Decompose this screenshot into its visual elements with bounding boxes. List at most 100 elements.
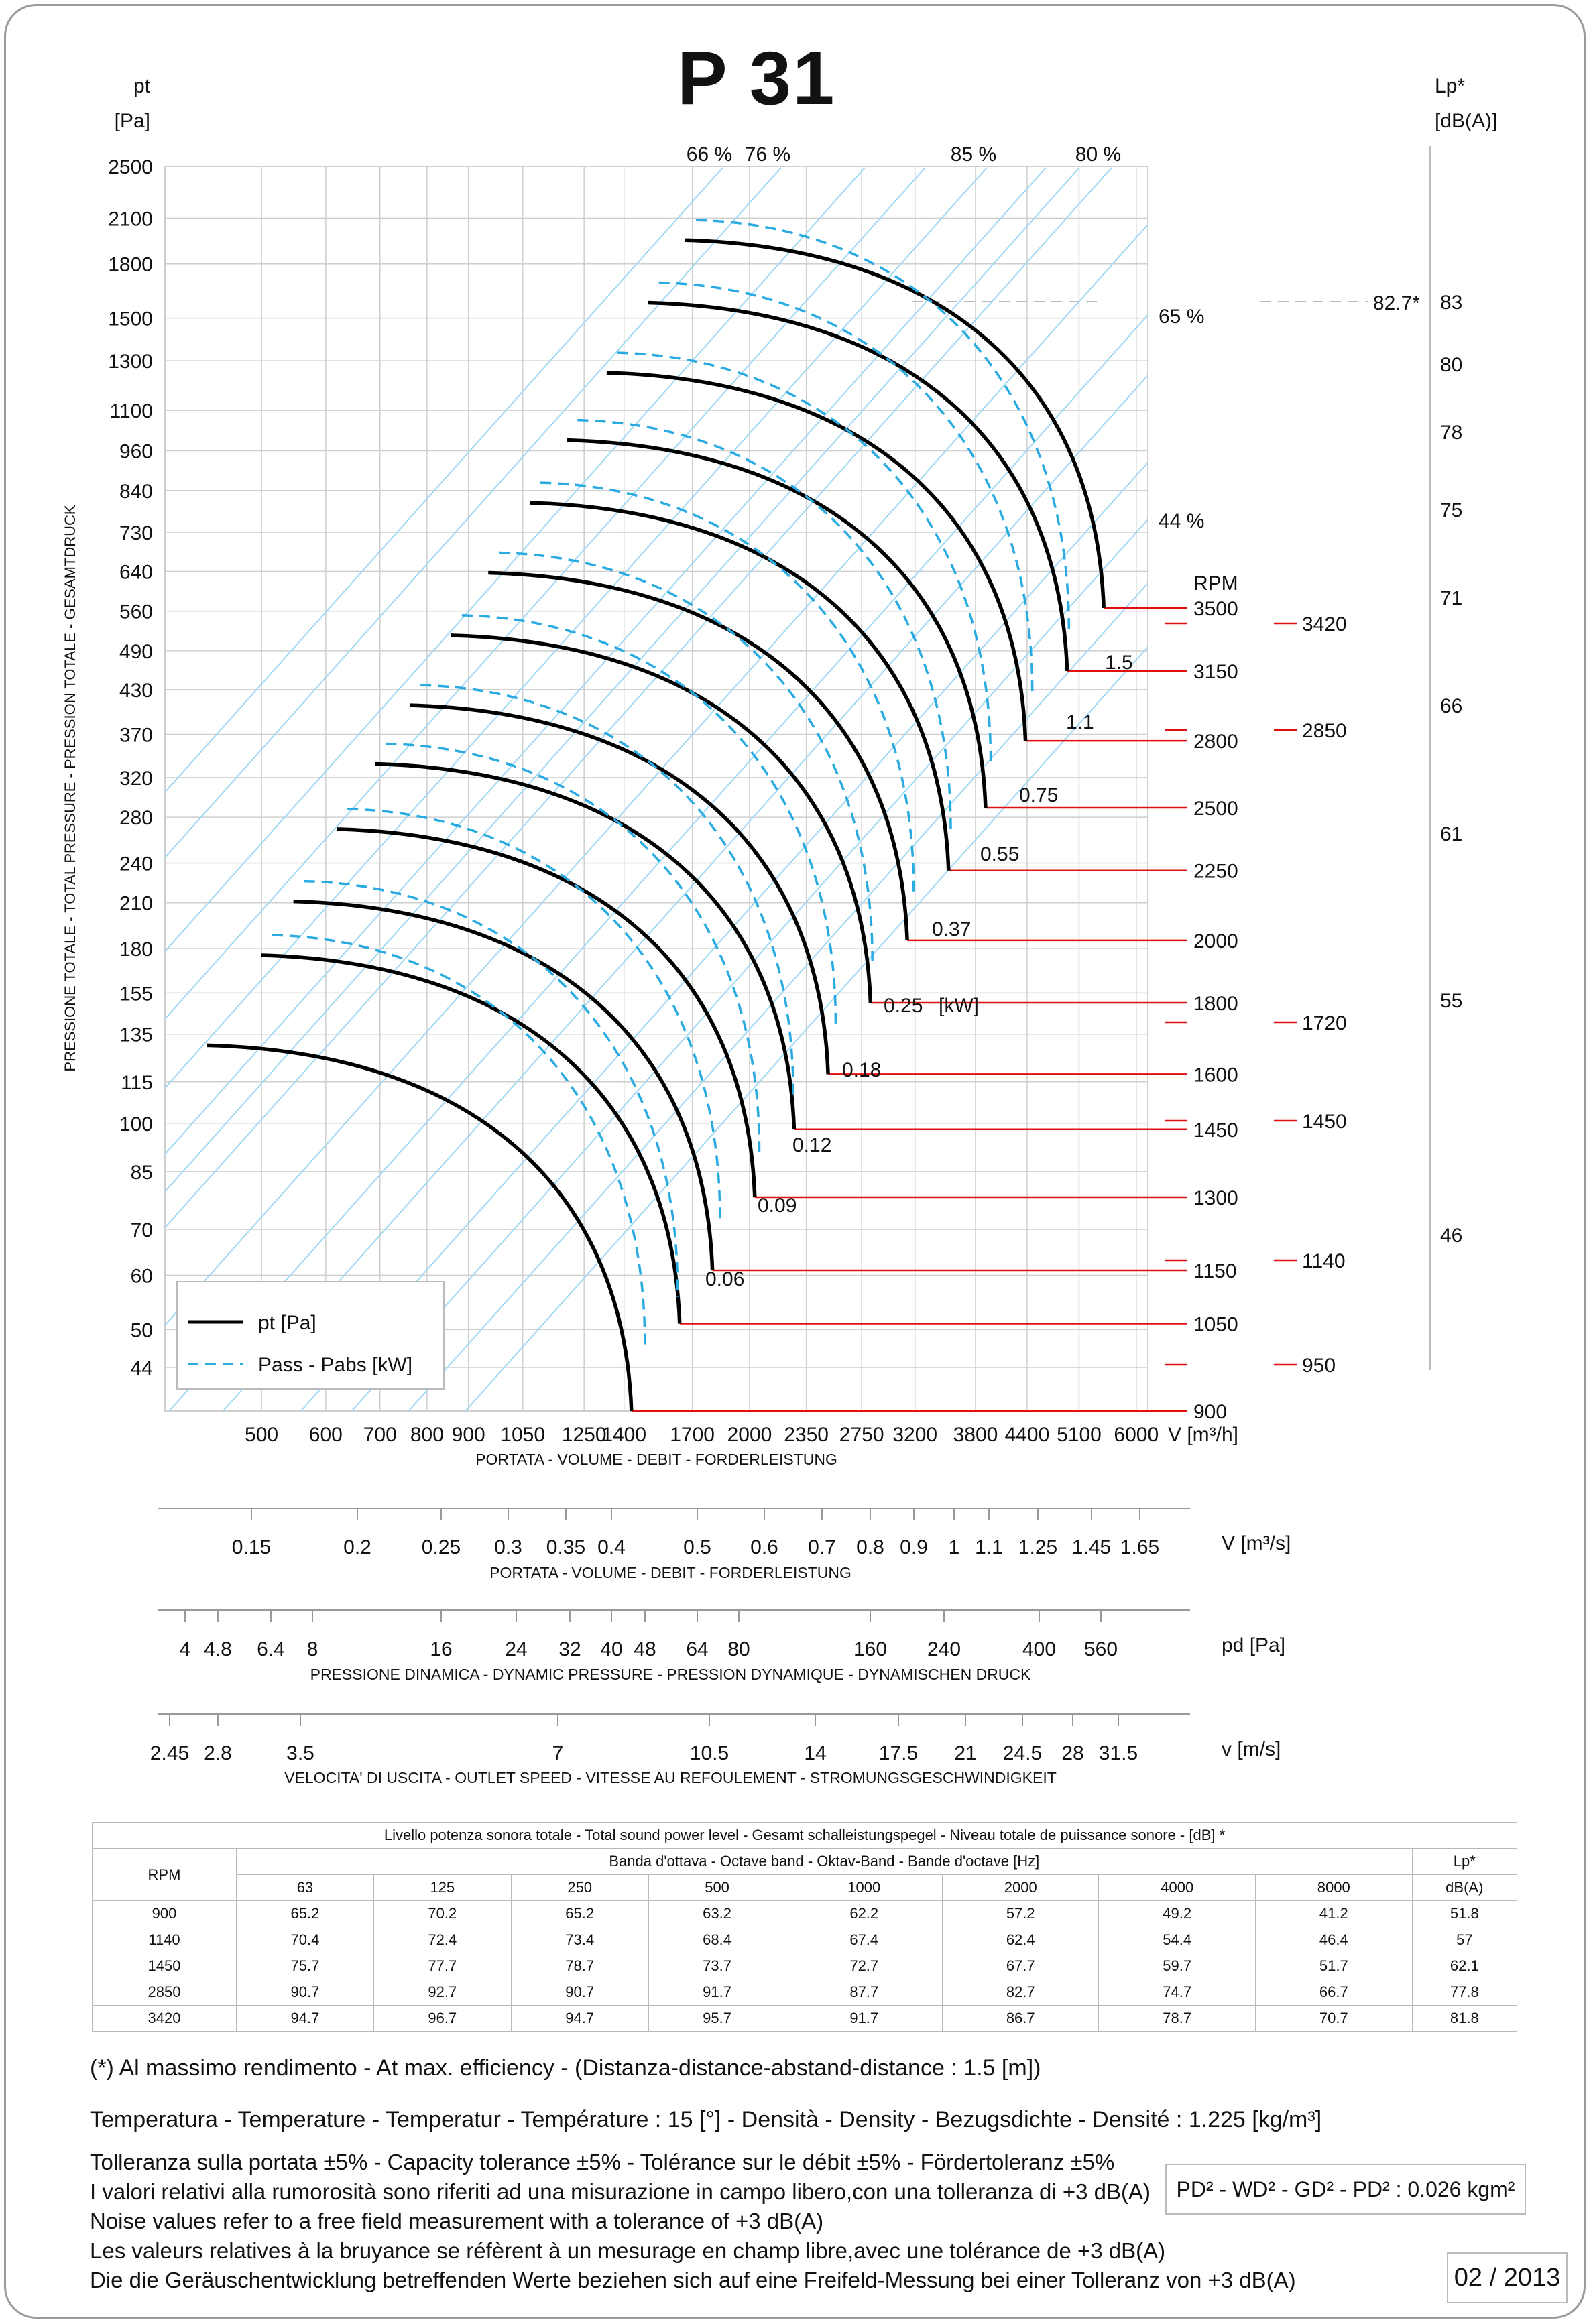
lp-unit-2: [dB(A)]	[1435, 110, 1497, 132]
row-value: 90.7	[236, 1979, 374, 2006]
efficiency-line	[164, 167, 723, 793]
scale-tick-label: 0.25	[422, 1536, 461, 1558]
scale-tick-label: 2.45	[150, 1742, 189, 1764]
efficiency-label: 76 %	[745, 143, 790, 166]
scale-tick-label: 0.35	[546, 1536, 585, 1558]
row-value: 46.4	[1254, 1927, 1413, 1953]
sound-power-table: Livello potenza sonora totale - Total so…	[92, 1822, 1518, 2032]
power-curve	[617, 351, 992, 768]
power-curve	[347, 808, 721, 1225]
fan-curves	[207, 219, 1106, 1412]
system-line	[164, 167, 926, 1020]
y-tick-label: 115	[121, 1072, 153, 1094]
pt-curve	[648, 300, 1069, 671]
y-tick-label: 370	[119, 724, 153, 746]
rpm-header: RPM	[92, 1848, 237, 1901]
scale-tick-label: 8	[307, 1638, 318, 1660]
system-line	[408, 583, 1148, 1412]
scale-tick-label: 24	[505, 1638, 527, 1660]
temperature-note: Temperatura - Temperature - Temperatur -…	[90, 2107, 1322, 2132]
efficiency-line	[164, 167, 988, 1089]
pt-curve	[529, 501, 951, 871]
x-unit: V [m³/h]	[1168, 1424, 1238, 1446]
efficiency-label: 44 %	[1159, 510, 1204, 532]
rpm-label: 2800	[1193, 731, 1238, 753]
row-rpm: 2850	[92, 1979, 237, 2006]
y-tick-label: 135	[119, 1024, 153, 1046]
scale-tick-label: 2.8	[204, 1742, 232, 1764]
noise-note-de: Die die Geräuschentwicklung betreffenden…	[90, 2268, 1296, 2292]
y-tick-label: 85	[131, 1162, 153, 1184]
efficiency-label: 65 %	[1159, 306, 1204, 328]
scale-tick-label: 0.4	[597, 1536, 626, 1558]
row-value: 59.7	[1098, 1953, 1256, 1979]
page-frame	[4, 4, 1586, 2319]
secondary-scales: 0.15 0.2 0.25 0.3 0.35 0.4 0.5 0.6 0.7 0.8 0.9 1 1.1…	[150, 1508, 1291, 1786]
scale-tick-label: 0.15	[232, 1536, 271, 1558]
row-rpm: 1140	[92, 1927, 237, 1953]
chart-title: P 31	[677, 36, 836, 120]
power-curve	[461, 614, 837, 1030]
rpm-extra-label: 1450	[1302, 1111, 1347, 1133]
x-tick-label: 3800	[953, 1424, 998, 1446]
lp-tick-label: 71	[1440, 587, 1462, 609]
pt-curve	[451, 633, 873, 1003]
power-label: 1.5	[1105, 652, 1133, 674]
scale-tick-label: 64	[686, 1638, 708, 1660]
row-value: 96.7	[373, 2005, 512, 2032]
scale-tick-label: 0.9	[900, 1536, 928, 1558]
row-value: 65.2	[510, 1900, 649, 1927]
x-tick-label: 800	[410, 1424, 444, 1446]
pt-curve	[606, 371, 1028, 741]
y-unit-2: [Pa]	[115, 110, 150, 132]
x-tick-label: 900	[452, 1424, 485, 1446]
band-header-row: 63 125 250 500 1000 2000 4000 8000 dB(A)	[93, 1874, 1518, 1901]
inertia-box: PD² - WD² - GD² - PD² : 0.026 kgm²	[1165, 2164, 1526, 2215]
table-row: 900 65.2 70.2 65.2 63.2 62.2 57.2 49.2 41.2 51.8	[92, 1900, 1518, 1927]
y-tick-label: 70	[131, 1219, 153, 1241]
row-value: 49.2	[1098, 1900, 1256, 1927]
rpm-extra-label: 1720	[1302, 1012, 1347, 1034]
rpm-extra-label: 3420	[1302, 613, 1347, 635]
x-tick-label: 1700	[670, 1424, 715, 1446]
band-header: 2000	[941, 1874, 1100, 1901]
scale-tick-label: 0.6	[750, 1536, 778, 1558]
row-value: 78.7	[510, 1953, 649, 1979]
y-tick-label: 100	[119, 1113, 153, 1136]
scale-tick-label: 1.25	[1018, 1536, 1057, 1558]
rpm-label: 1300	[1193, 1187, 1238, 1209]
system-line	[164, 167, 1080, 1192]
scale-tick-label: 80	[727, 1638, 750, 1660]
rpm-lines	[631, 607, 1297, 1412]
y-tick-label: 155	[119, 983, 153, 1005]
y-tick-label: 1800	[108, 254, 153, 276]
lp-header: Lp*	[1411, 1848, 1518, 1875]
power-curve	[577, 418, 952, 835]
x-axis-label: PORTATA - VOLUME - DEBIT - FORDERLEISTUN…	[475, 1451, 837, 1468]
row-value: 82.7	[941, 1979, 1100, 2006]
scale-tick-label: 560	[1084, 1638, 1118, 1660]
efficiency-label: 66 %	[687, 143, 732, 166]
efficiency-label: 85 %	[951, 143, 996, 166]
scale-unit: v [m/s]	[1222, 1738, 1281, 1760]
row-value: 57.2	[941, 1900, 1100, 1927]
scale-tick-label: 160	[853, 1638, 887, 1660]
system-line	[164, 167, 1047, 1155]
power-label: 0.25	[884, 995, 923, 1017]
rpm-label: 2000	[1193, 930, 1238, 953]
row-value: 74.7	[1098, 1979, 1256, 2006]
power-curve	[420, 684, 794, 1101]
rpm-label: 1800	[1193, 993, 1238, 1015]
lp-tick-label: 75	[1440, 499, 1462, 522]
scale-tick-label: 0.5	[683, 1536, 711, 1558]
power-label: 1.1	[1066, 711, 1094, 733]
row-rpm: 3420	[92, 2005, 237, 2032]
table-title-row: Livello potenza sonora totale - Total so…	[92, 1822, 1517, 1849]
scale-unit: V [m³/s]	[1222, 1532, 1291, 1554]
table-title: Livello potenza sonora totale - Total so…	[92, 1822, 1517, 1849]
scale-tick-label: 0.7	[808, 1536, 836, 1558]
row-lp: 51.8	[1411, 1900, 1518, 1927]
scale-label: PRESSIONE DINAMICA - DYNAMIC PRESSURE - …	[310, 1666, 1031, 1683]
system-line	[465, 646, 1148, 1412]
scale-tick-label: 1.65	[1120, 1536, 1159, 1558]
